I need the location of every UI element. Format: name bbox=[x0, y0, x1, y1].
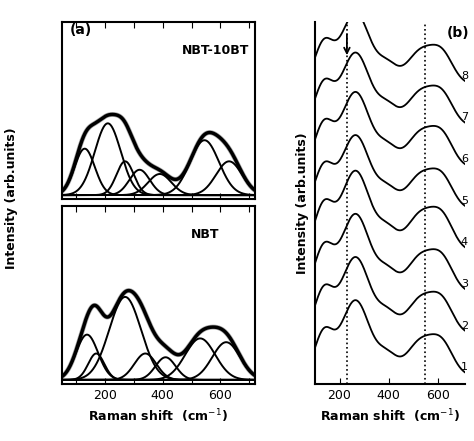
Text: 3: 3 bbox=[461, 279, 468, 289]
Text: 7: 7 bbox=[461, 112, 468, 123]
Text: 1: 1 bbox=[461, 363, 468, 372]
Text: NBT: NBT bbox=[191, 228, 220, 241]
Y-axis label: Intensity (arb.units): Intensity (arb.units) bbox=[297, 132, 310, 274]
Text: 6: 6 bbox=[461, 154, 468, 164]
Text: NBT-10BT: NBT-10BT bbox=[182, 44, 249, 57]
X-axis label: Raman shift  (cm$^{-1}$): Raman shift (cm$^{-1}$) bbox=[320, 407, 460, 425]
Text: Intensity (arb.units): Intensity (arb.units) bbox=[5, 127, 18, 269]
Text: 8: 8 bbox=[461, 71, 468, 81]
Text: 4: 4 bbox=[461, 237, 468, 247]
Text: (b): (b) bbox=[447, 26, 469, 40]
Text: (a): (a) bbox=[69, 23, 91, 37]
Text: 2: 2 bbox=[461, 321, 468, 331]
X-axis label: Raman shift  (cm$^{-1}$): Raman shift (cm$^{-1}$) bbox=[89, 407, 228, 425]
Text: 5: 5 bbox=[461, 196, 468, 206]
